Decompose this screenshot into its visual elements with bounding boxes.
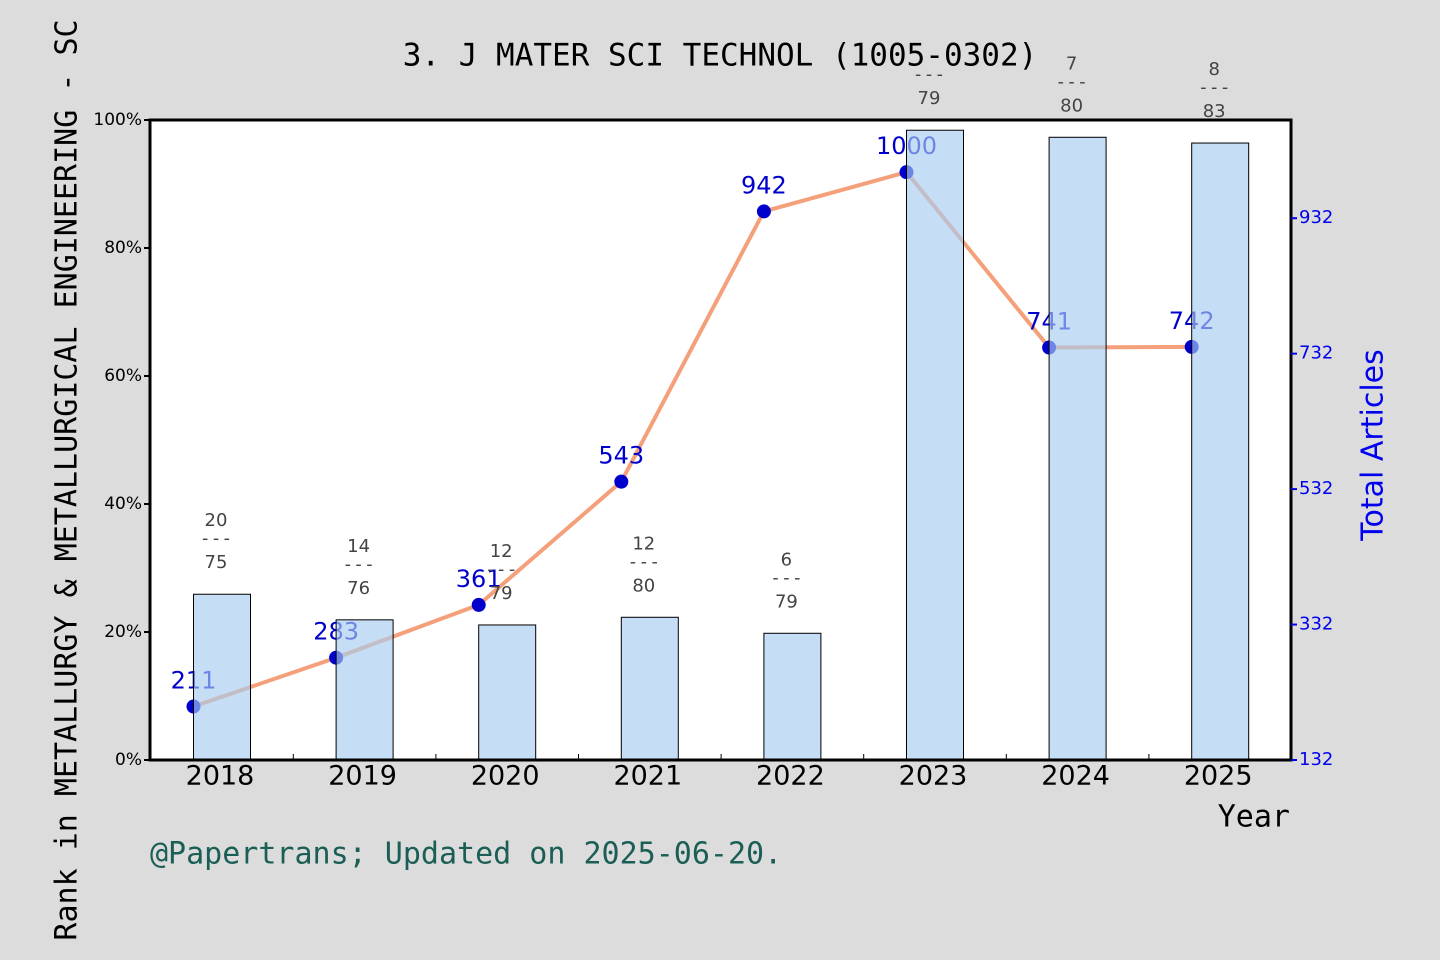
bar — [906, 129, 964, 761]
x-tick-label: 2025 — [1184, 761, 1253, 792]
rank-separator: --- — [1055, 71, 1088, 92]
rank-separator: --- — [770, 567, 803, 588]
rank-label: 14 — [347, 536, 370, 557]
y-tick-label: 0% — [115, 750, 142, 770]
rank-separator: --- — [342, 554, 375, 575]
rank-total: 75 — [205, 552, 228, 573]
chart-title: 3. J MATER SCI TECHNOL (1005-0302) — [403, 38, 1038, 74]
data-label: 543 — [598, 442, 644, 470]
y-tick-label: 100% — [93, 110, 142, 130]
footnote: @Papertrans; Updated on 2025-06-20. — [150, 837, 782, 872]
y2-tick-label: 932 — [1299, 207, 1333, 228]
rank-total: 83 — [1203, 101, 1226, 122]
y-tick-label: 60% — [104, 366, 142, 386]
line-marker — [756, 204, 771, 219]
rank-separator: --- — [913, 64, 946, 85]
rank-label: 8 — [1208, 59, 1219, 80]
x-tick-label: 2020 — [471, 761, 540, 792]
rank-label: 20 — [205, 510, 228, 531]
rank-separator: --- — [200, 528, 233, 549]
y-axis-title: Rank in METALLURGY & METALLURGICAL ENGIN… — [50, 19, 85, 940]
rank-label: 7 — [1066, 53, 1077, 74]
line-marker — [471, 597, 486, 612]
bar — [478, 624, 537, 761]
bar — [1048, 136, 1107, 761]
rank-total: 80 — [632, 575, 655, 596]
y2-tick-label: 532 — [1299, 478, 1333, 499]
y-tick-label: 20% — [104, 622, 142, 642]
bar — [763, 632, 822, 761]
rank-label: 6 — [781, 549, 792, 570]
rank-total: 79 — [490, 583, 513, 604]
y2-tick-label: 732 — [1299, 343, 1333, 364]
x-tick-label: 2023 — [899, 761, 968, 792]
x-tick-label: 2022 — [756, 761, 825, 792]
y2-tick-label: 332 — [1299, 614, 1333, 635]
rank-total: 76 — [347, 578, 370, 599]
y2-axis-title: Total Articles — [1356, 349, 1391, 541]
x-tick-label: 2021 — [613, 761, 682, 792]
x-tick-label: 2019 — [328, 761, 397, 792]
y-tick-label: 40% — [104, 494, 142, 514]
rank-label: 12 — [490, 541, 513, 562]
y2-tick-label: 132 — [1299, 749, 1333, 770]
x-tick-label: 2024 — [1041, 761, 1110, 792]
x-tick-label: 2018 — [186, 761, 255, 792]
line-marker — [614, 474, 629, 489]
rank-total: 79 — [918, 88, 941, 109]
rank-label: 12 — [632, 533, 655, 554]
rank-total: 79 — [775, 591, 798, 612]
rank-separator: --- — [1198, 77, 1231, 98]
plot-frame — [148, 118, 1293, 762]
data-label: 361 — [456, 565, 502, 593]
x-axis-title: Year — [1218, 800, 1290, 835]
data-label: 942 — [741, 171, 787, 199]
y-tick-label: 80% — [104, 238, 142, 258]
bar — [335, 619, 394, 761]
bar — [1191, 142, 1250, 761]
rank-separator: --- — [628, 551, 661, 572]
bar — [620, 616, 679, 761]
rank-separator: --- — [485, 559, 518, 580]
bar — [193, 593, 251, 761]
rank-total: 80 — [1060, 95, 1083, 116]
